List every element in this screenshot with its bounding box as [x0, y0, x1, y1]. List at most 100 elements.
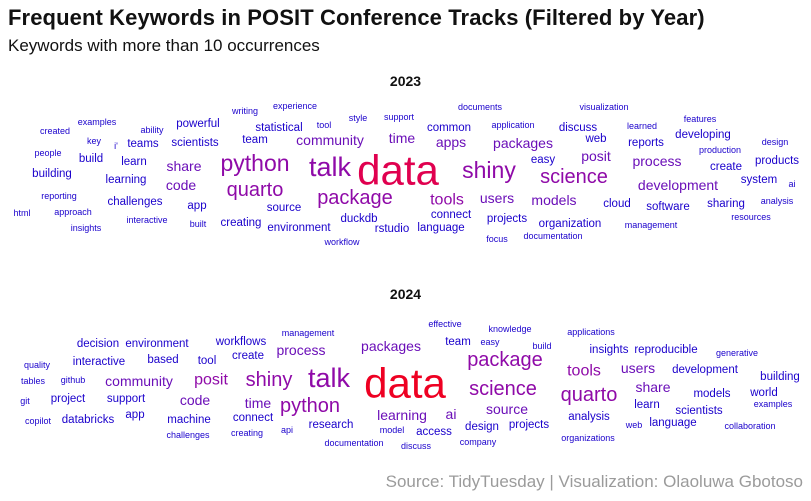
word-2023-models: models [531, 192, 576, 208]
word-2023-team: team [242, 134, 268, 146]
word-2024-github: github [61, 375, 86, 385]
word-2024-organizations: organizations [561, 433, 615, 443]
word-2023-style: style [349, 113, 368, 123]
word-2023-posit: posit [581, 148, 611, 164]
word-2023-science: science [540, 166, 608, 188]
word-2024-learning: learning [377, 407, 427, 423]
word-2023-approach: approach [54, 207, 92, 217]
word-2023-ability: ability [140, 125, 164, 135]
word-2023-users: users [480, 190, 514, 206]
word-2024-web: web [625, 420, 643, 430]
word-2023-packages: packages [493, 135, 553, 151]
word-2024-tool: tool [198, 355, 217, 367]
word-2023-share: share [166, 158, 201, 174]
word-2023-key: key [87, 136, 102, 146]
word-2023-html: html [13, 208, 30, 218]
word-2023-built: built [190, 219, 207, 229]
word-2024-project: project [51, 393, 86, 405]
word-2024-insights: insights [590, 344, 629, 356]
word-2024-source: source [486, 401, 528, 417]
word-2024-machine: machine [167, 414, 210, 426]
source-caption: Source: TidyTuesday | Visualization: Ola… [385, 472, 803, 491]
word-2023-insights: insights [71, 223, 102, 233]
word-2024-connect: connect [233, 412, 274, 424]
word-2023-software: software [646, 201, 689, 213]
word-2023-building: building [32, 168, 72, 180]
word-2024-workflows: workflows [215, 336, 267, 348]
word-2024-support: support [107, 393, 146, 405]
word-2024-company: company [460, 437, 497, 447]
word-2024-easy: easy [480, 337, 500, 347]
word-2024-creating: creating [231, 428, 263, 438]
word-2023-discuss: discuss [559, 122, 598, 134]
word-2024-databricks: databricks [62, 414, 115, 426]
word-2023-talk: talk [309, 152, 352, 182]
word-2024-git: git [20, 396, 30, 406]
word-2024-design: design [465, 421, 499, 433]
word-2023-creating: creating [221, 217, 262, 229]
word-2023-interactive: interactive [126, 215, 167, 225]
word-2024-based: based [147, 354, 178, 366]
word-2024-talk: talk [308, 363, 351, 393]
panel-title-2024: 2024 [389, 286, 422, 302]
word-2023-package: package [317, 187, 393, 209]
chart-title: Frequent Keywords in POSIT Conference Tr… [8, 5, 705, 30]
word-2024-team: team [445, 336, 471, 348]
word-2024-quality: quality [24, 360, 51, 370]
word-2024-development: development [672, 364, 739, 376]
word-2023-analysis: analysis [761, 196, 794, 206]
word-2024-interactive: interactive [73, 356, 125, 368]
word-2023-app: app [187, 200, 206, 212]
word-2023-visualization: visualization [579, 102, 628, 112]
word-2024-python: python [280, 395, 340, 417]
word-2023-people: people [34, 148, 61, 158]
word-2023-teams: teams [127, 138, 159, 150]
word-2024-decision: decision [77, 338, 119, 350]
word-2023-ai: ai [788, 179, 795, 189]
word-2023-build: build [79, 153, 103, 165]
word-2023-documents: documents [458, 102, 503, 112]
word-2024-app: app [125, 409, 144, 421]
word-2023-experience: experience [273, 101, 317, 111]
word-2024-shiny: shiny [246, 369, 293, 391]
word-2023-production: production [699, 145, 741, 155]
word-2024-models: models [693, 388, 730, 400]
word-2024-research: research [309, 419, 354, 431]
word-2023-data: data [357, 147, 439, 194]
word-2024-projects: projects [509, 419, 550, 431]
word-2024-tools: tools [567, 363, 601, 380]
word-2024-code: code [180, 392, 211, 408]
word-2024-share: share [635, 379, 670, 395]
word-2024-applications: applications [567, 327, 615, 337]
word-2023-workflow: workflow [323, 237, 360, 247]
word-2024-users: users [621, 360, 655, 376]
word-2024-environment: environment [125, 338, 189, 350]
word-2023-community: community [296, 132, 364, 148]
word-2023-environment: environment [267, 222, 331, 234]
word-2024-management: management [282, 328, 335, 338]
word-2023-developing: developing [675, 129, 731, 141]
word-2023-rstudio: rstudio [375, 223, 410, 235]
word-2024-scientists: scientists [675, 405, 723, 417]
word-2024-analysis: analysis [568, 411, 610, 423]
word-2023-reporting: reporting [41, 191, 77, 201]
word-2023-python: python [220, 150, 289, 176]
word-2024-generative: generative [716, 348, 758, 358]
word-2024-api: api [281, 425, 293, 435]
word-2023-development: development [638, 177, 718, 193]
word-2023-connect: connect [431, 209, 472, 221]
word-2024-reproducible: reproducible [634, 344, 697, 356]
word-2024-process: process [276, 342, 325, 358]
word-2023-management: management [625, 220, 678, 230]
word-2023-learning: learning [106, 174, 147, 186]
word-2023-challenges: challenges [108, 196, 163, 208]
word-2023-powerful: powerful [176, 118, 219, 130]
word-2023-sharing: sharing [707, 198, 745, 210]
word-2023-tools: tools [430, 192, 464, 209]
word-2023-cloud: cloud [603, 198, 631, 210]
word-2024-ai: ai [446, 406, 457, 422]
word-2023-time: time [389, 130, 416, 146]
word-2023-tool: tool [317, 120, 332, 130]
word-2024-model: model [380, 425, 405, 435]
word-2024-posit: posit [194, 372, 228, 389]
